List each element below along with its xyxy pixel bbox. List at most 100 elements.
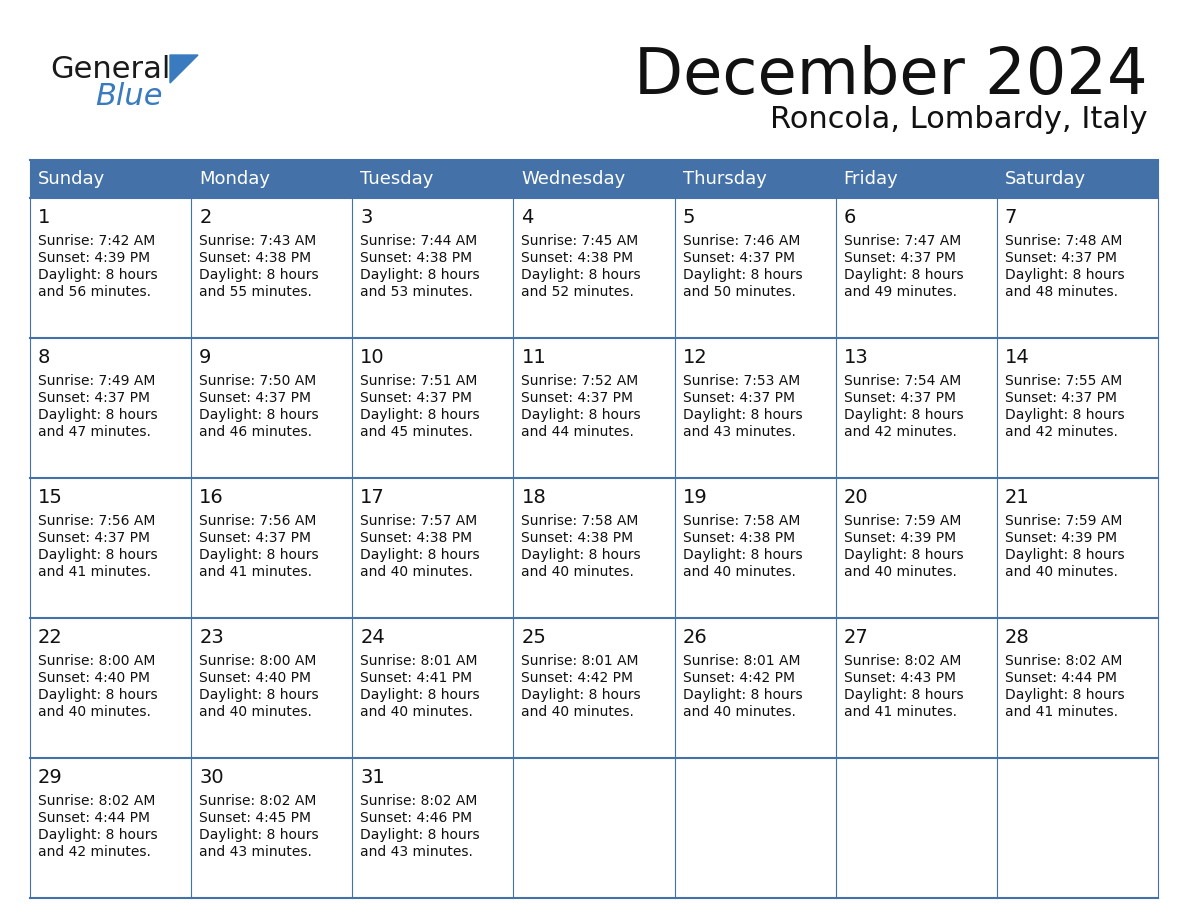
Text: Sunset: 4:37 PM: Sunset: 4:37 PM xyxy=(522,391,633,405)
Text: Friday: Friday xyxy=(843,170,898,188)
Text: 31: 31 xyxy=(360,768,385,787)
Text: Sunrise: 8:01 AM: Sunrise: 8:01 AM xyxy=(360,654,478,668)
Bar xyxy=(353,160,513,198)
Text: Daylight: 8 hours: Daylight: 8 hours xyxy=(360,408,480,422)
Text: Daylight: 8 hours: Daylight: 8 hours xyxy=(843,548,963,562)
Text: Sunset: 4:37 PM: Sunset: 4:37 PM xyxy=(200,531,311,545)
Bar xyxy=(30,160,191,198)
Bar xyxy=(835,160,997,198)
Text: and 48 minutes.: and 48 minutes. xyxy=(1005,285,1118,299)
Bar xyxy=(191,160,353,198)
Text: 26: 26 xyxy=(683,628,707,647)
Text: Sunset: 4:37 PM: Sunset: 4:37 PM xyxy=(843,251,955,265)
Text: Sunrise: 7:48 AM: Sunrise: 7:48 AM xyxy=(1005,234,1123,248)
Text: Daylight: 8 hours: Daylight: 8 hours xyxy=(38,548,158,562)
Text: Sunrise: 8:00 AM: Sunrise: 8:00 AM xyxy=(38,654,156,668)
Text: Daylight: 8 hours: Daylight: 8 hours xyxy=(683,548,802,562)
Text: Sunset: 4:42 PM: Sunset: 4:42 PM xyxy=(683,671,795,685)
Text: Sunrise: 7:44 AM: Sunrise: 7:44 AM xyxy=(360,234,478,248)
Text: Monday: Monday xyxy=(200,170,270,188)
Text: 23: 23 xyxy=(200,628,223,647)
Text: Sunset: 4:37 PM: Sunset: 4:37 PM xyxy=(843,391,955,405)
Text: Sunset: 4:38 PM: Sunset: 4:38 PM xyxy=(522,531,633,545)
Text: 7: 7 xyxy=(1005,208,1017,227)
Bar xyxy=(30,198,1158,338)
Text: 13: 13 xyxy=(843,348,868,367)
Text: Sunrise: 7:59 AM: Sunrise: 7:59 AM xyxy=(843,514,961,528)
Text: Sunset: 4:43 PM: Sunset: 4:43 PM xyxy=(843,671,955,685)
Text: Wednesday: Wednesday xyxy=(522,170,626,188)
Text: Daylight: 8 hours: Daylight: 8 hours xyxy=(360,828,480,842)
Text: Daylight: 8 hours: Daylight: 8 hours xyxy=(683,688,802,702)
Text: Daylight: 8 hours: Daylight: 8 hours xyxy=(38,268,158,282)
Text: Sunrise: 7:58 AM: Sunrise: 7:58 AM xyxy=(522,514,639,528)
Text: 9: 9 xyxy=(200,348,211,367)
Text: Sunset: 4:37 PM: Sunset: 4:37 PM xyxy=(38,531,150,545)
Text: Sunset: 4:44 PM: Sunset: 4:44 PM xyxy=(1005,671,1117,685)
Text: Sunset: 4:38 PM: Sunset: 4:38 PM xyxy=(200,251,311,265)
Text: 3: 3 xyxy=(360,208,373,227)
Text: Daylight: 8 hours: Daylight: 8 hours xyxy=(522,408,642,422)
Text: Daylight: 8 hours: Daylight: 8 hours xyxy=(522,548,642,562)
Text: General: General xyxy=(50,55,170,84)
Text: 5: 5 xyxy=(683,208,695,227)
Text: Sunset: 4:38 PM: Sunset: 4:38 PM xyxy=(522,251,633,265)
Text: Sunrise: 7:52 AM: Sunrise: 7:52 AM xyxy=(522,374,639,388)
Text: Sunset: 4:37 PM: Sunset: 4:37 PM xyxy=(1005,251,1117,265)
Bar xyxy=(997,160,1158,198)
Text: Daylight: 8 hours: Daylight: 8 hours xyxy=(1005,268,1125,282)
Text: Daylight: 8 hours: Daylight: 8 hours xyxy=(522,688,642,702)
Text: Daylight: 8 hours: Daylight: 8 hours xyxy=(1005,688,1125,702)
Text: Sunrise: 7:53 AM: Sunrise: 7:53 AM xyxy=(683,374,800,388)
Text: Daylight: 8 hours: Daylight: 8 hours xyxy=(683,268,802,282)
Text: and 53 minutes.: and 53 minutes. xyxy=(360,285,473,299)
Text: and 41 minutes.: and 41 minutes. xyxy=(843,705,956,719)
Text: and 40 minutes.: and 40 minutes. xyxy=(38,705,151,719)
Bar xyxy=(30,758,1158,898)
Text: Thursday: Thursday xyxy=(683,170,766,188)
Text: Sunset: 4:40 PM: Sunset: 4:40 PM xyxy=(200,671,311,685)
Text: Daylight: 8 hours: Daylight: 8 hours xyxy=(38,688,158,702)
Text: Sunrise: 7:55 AM: Sunrise: 7:55 AM xyxy=(1005,374,1123,388)
Text: Sunset: 4:41 PM: Sunset: 4:41 PM xyxy=(360,671,473,685)
Text: and 40 minutes.: and 40 minutes. xyxy=(360,565,473,579)
Text: and 40 minutes.: and 40 minutes. xyxy=(360,705,473,719)
Text: Sunset: 4:37 PM: Sunset: 4:37 PM xyxy=(360,391,473,405)
Text: Daylight: 8 hours: Daylight: 8 hours xyxy=(360,548,480,562)
Text: 27: 27 xyxy=(843,628,868,647)
Text: Daylight: 8 hours: Daylight: 8 hours xyxy=(38,408,158,422)
Text: and 40 minutes.: and 40 minutes. xyxy=(522,705,634,719)
Text: Sunset: 4:40 PM: Sunset: 4:40 PM xyxy=(38,671,150,685)
Text: and 42 minutes.: and 42 minutes. xyxy=(38,845,151,859)
Text: 20: 20 xyxy=(843,488,868,507)
Text: Sunrise: 7:59 AM: Sunrise: 7:59 AM xyxy=(1005,514,1123,528)
Text: and 40 minutes.: and 40 minutes. xyxy=(683,565,796,579)
Text: Sunset: 4:42 PM: Sunset: 4:42 PM xyxy=(522,671,633,685)
Text: 25: 25 xyxy=(522,628,546,647)
Text: 8: 8 xyxy=(38,348,50,367)
Text: and 40 minutes.: and 40 minutes. xyxy=(1005,565,1118,579)
Text: and 40 minutes.: and 40 minutes. xyxy=(843,565,956,579)
Bar xyxy=(30,160,1158,898)
Text: Sunset: 4:39 PM: Sunset: 4:39 PM xyxy=(843,531,956,545)
Text: Sunrise: 8:01 AM: Sunrise: 8:01 AM xyxy=(683,654,800,668)
Text: 24: 24 xyxy=(360,628,385,647)
Text: and 41 minutes.: and 41 minutes. xyxy=(38,565,151,579)
Text: and 45 minutes.: and 45 minutes. xyxy=(360,425,473,439)
Text: 12: 12 xyxy=(683,348,707,367)
Text: Sunset: 4:39 PM: Sunset: 4:39 PM xyxy=(38,251,150,265)
Text: Daylight: 8 hours: Daylight: 8 hours xyxy=(200,408,318,422)
Text: Sunrise: 8:02 AM: Sunrise: 8:02 AM xyxy=(360,794,478,808)
Text: Sunrise: 7:56 AM: Sunrise: 7:56 AM xyxy=(200,514,316,528)
Text: Daylight: 8 hours: Daylight: 8 hours xyxy=(38,828,158,842)
Text: and 46 minutes.: and 46 minutes. xyxy=(200,425,312,439)
Text: Daylight: 8 hours: Daylight: 8 hours xyxy=(200,548,318,562)
Text: Sunrise: 7:56 AM: Sunrise: 7:56 AM xyxy=(38,514,156,528)
Text: Sunrise: 7:54 AM: Sunrise: 7:54 AM xyxy=(843,374,961,388)
Text: 6: 6 xyxy=(843,208,857,227)
Text: and 42 minutes.: and 42 minutes. xyxy=(843,425,956,439)
Text: and 44 minutes.: and 44 minutes. xyxy=(522,425,634,439)
Text: December 2024: December 2024 xyxy=(634,45,1148,107)
Text: 28: 28 xyxy=(1005,628,1030,647)
Bar xyxy=(30,618,1158,758)
